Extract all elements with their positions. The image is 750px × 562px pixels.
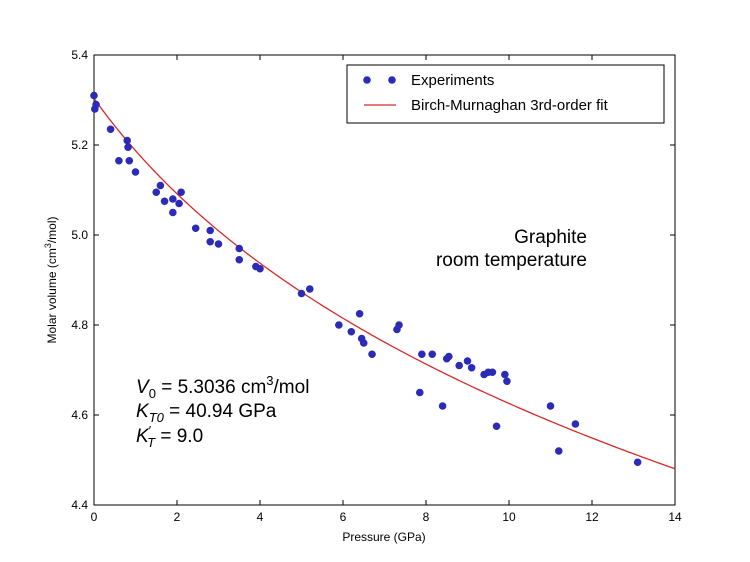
data-point: [124, 143, 132, 152]
data-point: [492, 422, 501, 431]
data-point: [428, 350, 437, 359]
y-tick-label: 4.6: [71, 408, 88, 422]
data-point: [206, 237, 214, 246]
axis-tick-labels: 0 2 4 6 8 10 12 14 4.4 4.6 4.8 5.0 5.2 5.4: [71, 48, 682, 524]
annotation-room-temperature: room temperature: [436, 250, 587, 271]
data-point: [90, 91, 98, 100]
data-point: [546, 402, 555, 410]
data-point: [306, 285, 314, 293]
plot-frame: [93, 54, 676, 506]
data-point: [347, 327, 356, 336]
data-point: [368, 350, 376, 359]
data-point: [235, 244, 244, 253]
annotation-graphite: Graphite: [514, 227, 587, 248]
x-tick-label: 10: [502, 510, 516, 524]
x-tick-label: 6: [340, 510, 347, 524]
data-point: [467, 363, 476, 372]
data-point: [256, 264, 264, 273]
y-tick-label: 4.4: [71, 498, 88, 512]
data-point: [156, 181, 165, 190]
legend-label-fit: Birch-Murnaghan 3rd-order fit: [411, 97, 609, 114]
data-point: [445, 352, 453, 361]
data-point: [125, 156, 134, 165]
legend-marker-experiments: [363, 76, 371, 84]
data-point: [206, 226, 214, 235]
fit-curve: [93, 98, 676, 470]
data-point: [359, 339, 368, 347]
data-point: [418, 350, 426, 359]
axis-ticks: [93, 54, 676, 506]
data-point: [633, 458, 642, 467]
data-point: [131, 168, 140, 176]
param-kt-prime: K′ T = 9.0: [136, 423, 203, 450]
data-point: [191, 224, 200, 233]
data-point: [175, 199, 183, 208]
legend-label-experiments: Experiments: [411, 72, 494, 89]
y-tick-label: 5.0: [71, 228, 88, 242]
data-point: [106, 125, 115, 134]
data-point: [123, 136, 131, 145]
data-point: [169, 208, 177, 217]
data-point: [488, 368, 497, 377]
data-point: [169, 195, 177, 203]
data-point: [503, 377, 511, 386]
data-point: [415, 388, 424, 397]
legend: Experiments Birch-Murnaghan 3rd-order fi…: [346, 64, 665, 124]
y-tick-label: 4.8: [71, 318, 88, 332]
y-tick-label: 5.2: [71, 138, 88, 152]
data-point: [501, 370, 509, 379]
data-point: [455, 361, 464, 370]
data-point: [297, 289, 306, 298]
param-kt0: KT0 = 40.94 GPa: [136, 401, 277, 425]
y-tick-label: 5.4: [71, 48, 88, 62]
data-point: [92, 100, 100, 109]
x-tick-label: 4: [257, 510, 264, 524]
param-v0: V0 = 5.3036 cm3/mol: [136, 373, 309, 401]
data-point: [555, 447, 563, 455]
x-tick-label: 2: [174, 510, 181, 524]
x-tick-label: 12: [585, 510, 599, 524]
x-tick-label: 14: [668, 510, 682, 524]
data-point: [214, 240, 223, 248]
x-tick-label: 0: [91, 510, 98, 524]
legend-box: [346, 64, 665, 124]
data-point: [115, 156, 123, 165]
data-point: [177, 188, 185, 197]
data-point: [235, 255, 244, 264]
data-point: [438, 402, 447, 410]
experiment-points: [90, 91, 642, 467]
data-point: [463, 357, 472, 365]
y-axis-title: Molar volume (cm3/mol): [43, 216, 59, 343]
data-point: [160, 197, 169, 206]
data-point: [355, 309, 364, 318]
x-axis-title: Pressure (GPa): [342, 530, 425, 544]
data-point: [395, 321, 403, 329]
legend-marker-experiments: [388, 76, 396, 84]
data-point: [571, 420, 580, 428]
data-point: [335, 321, 343, 329]
x-tick-label: 8: [423, 510, 430, 524]
data-point: [152, 188, 161, 197]
